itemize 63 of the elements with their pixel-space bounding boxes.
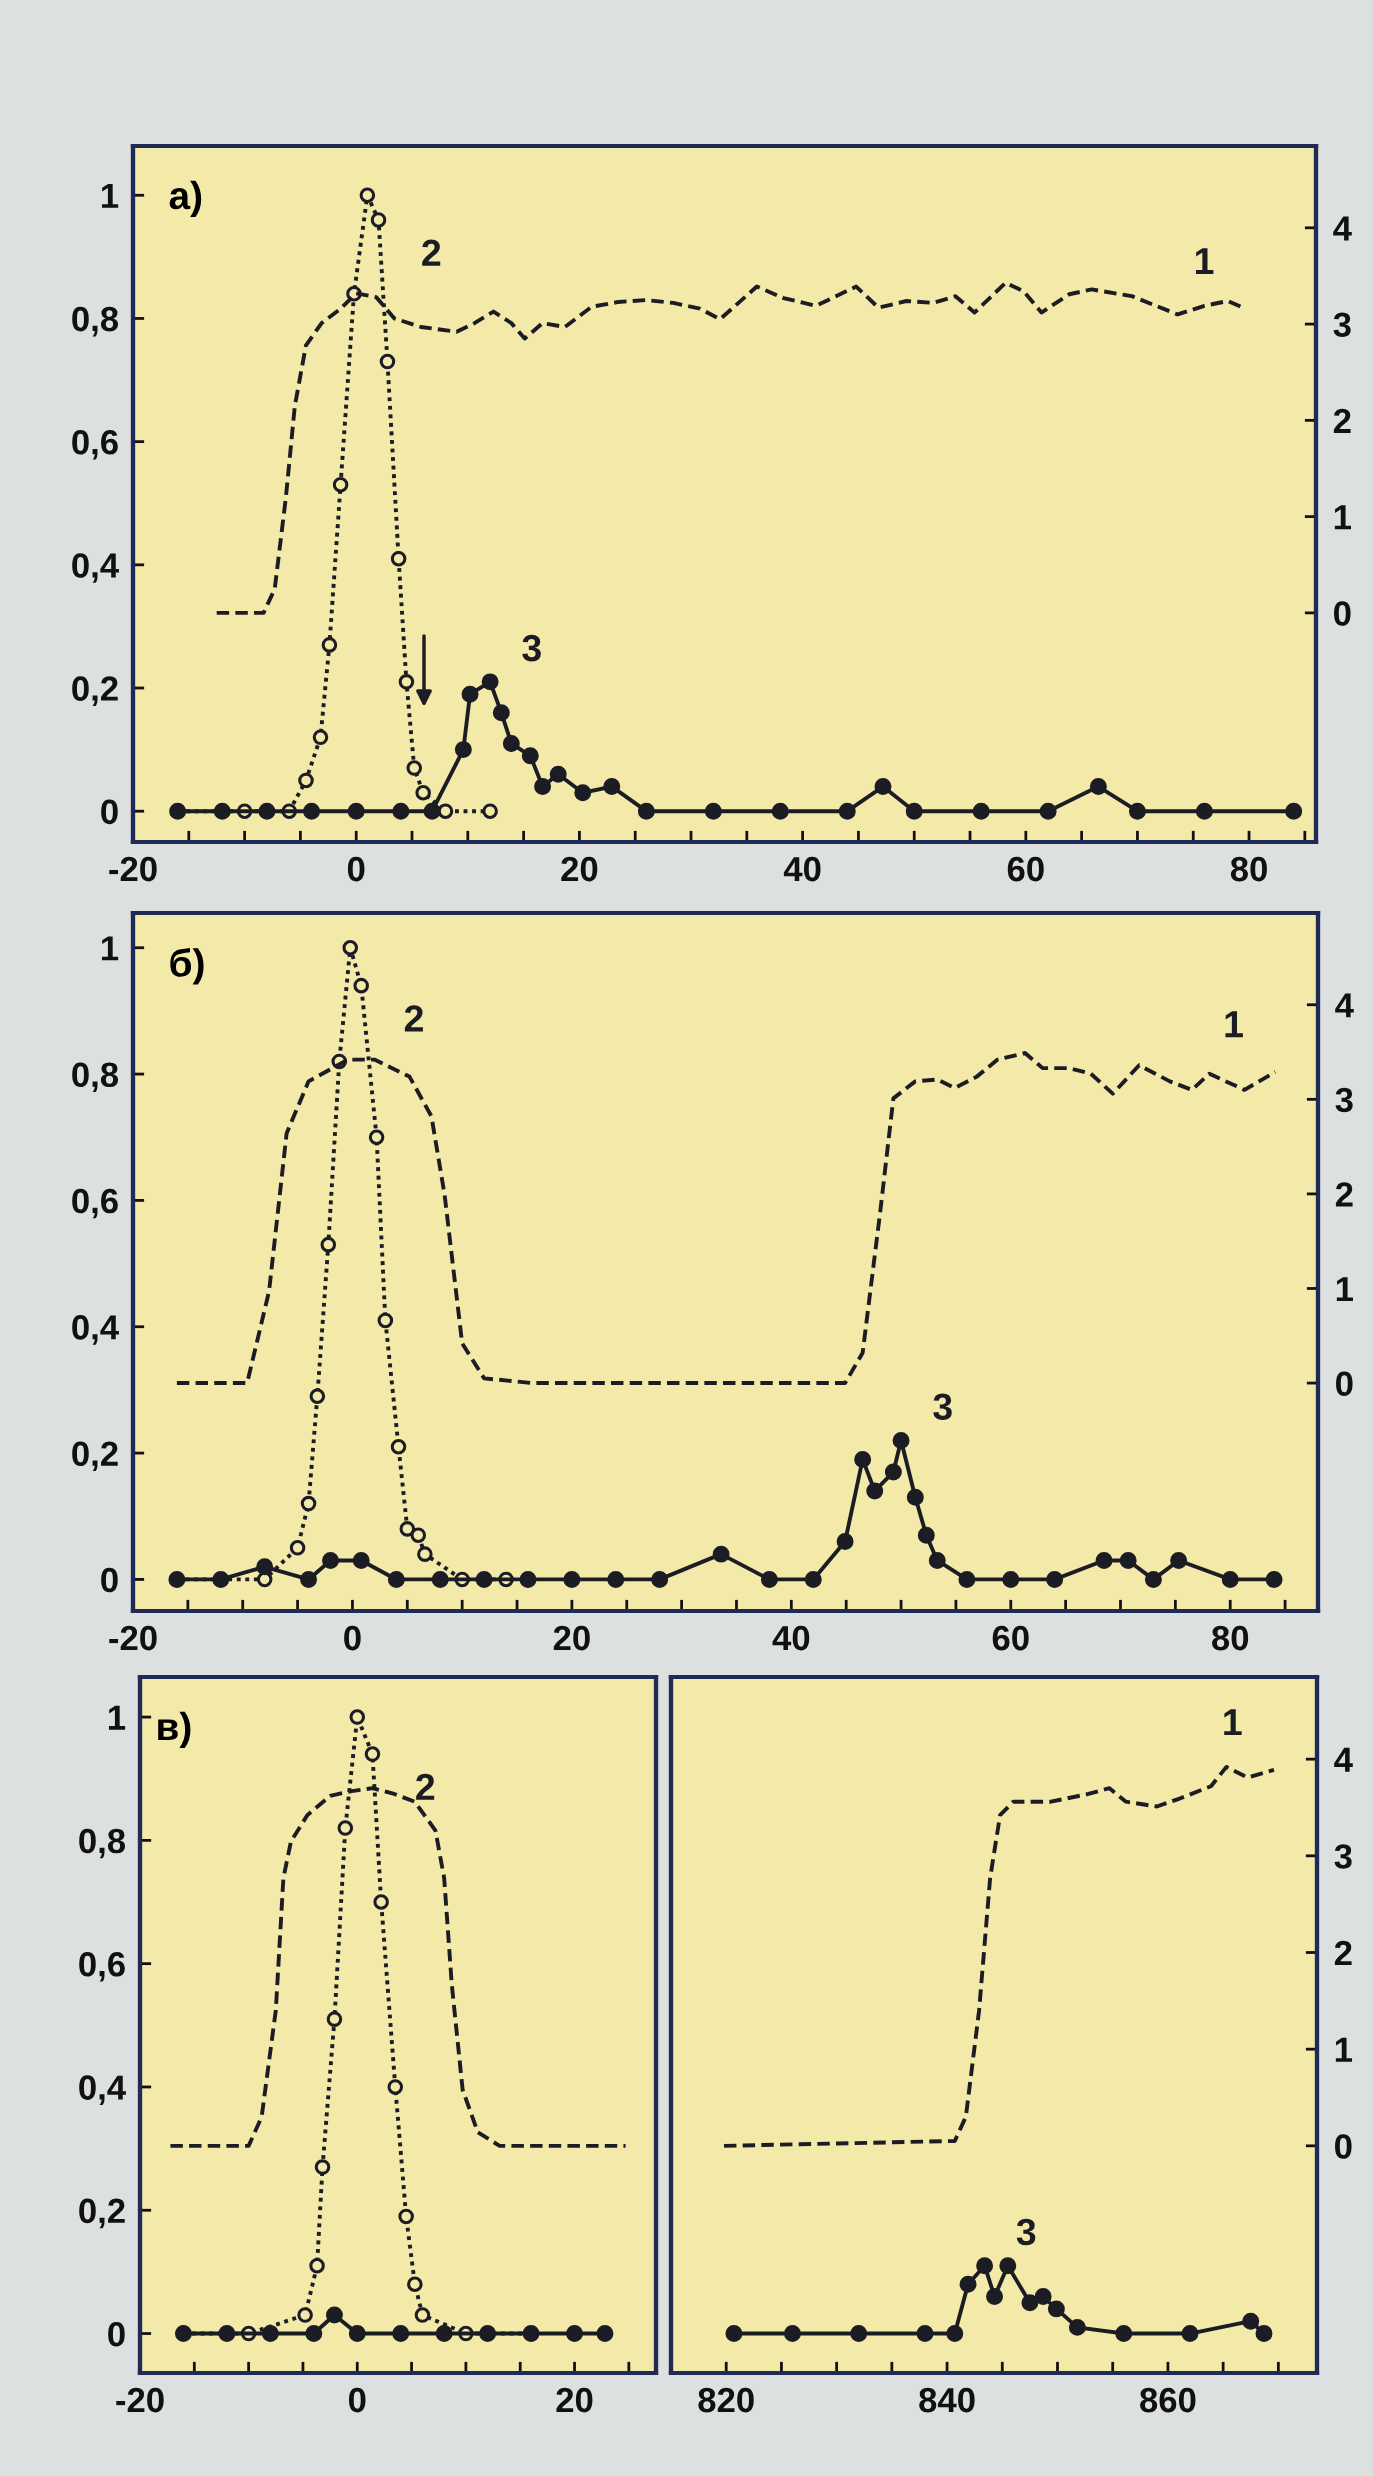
- x-tick-label: 0: [347, 856, 365, 882]
- series-label: 2: [416, 1773, 435, 1800]
- x-tick-label: 0: [344, 1625, 361, 1651]
- text: в): [158, 1711, 191, 1749]
- y-tick-label: 0,2: [79, 2198, 125, 2229]
- x-tick-label: 840: [919, 2387, 975, 2413]
- x-tick-label: 820: [698, 2387, 754, 2413]
- y2-tick-label: 0: [1336, 1371, 1353, 1396]
- y2-tick-label: 4: [1333, 216, 1352, 241]
- x-tick-label: 860: [1140, 2387, 1196, 2413]
- x-tick-label: 20: [556, 2387, 593, 2413]
- y-tick-label: 1: [101, 936, 119, 961]
- y-tick-label: 0,2: [72, 1441, 118, 1472]
- x-tick-label: -20: [109, 856, 157, 882]
- x-tick-label: 80: [1212, 1625, 1249, 1651]
- y2-tick-label: 2: [1334, 1940, 1352, 1966]
- x-tick-label: 60: [1007, 856, 1044, 882]
- y2-tick-label: 0: [1334, 601, 1351, 626]
- y2-tick-label: 2: [1333, 408, 1351, 433]
- series-label: 1: [1224, 1709, 1242, 1736]
- x-tick-label: -20: [109, 1625, 157, 1651]
- x-tick-label: 40: [783, 856, 821, 882]
- y-tick-label: 0,8: [72, 1062, 119, 1093]
- text: а): [169, 180, 202, 218]
- x-tick-label: 80: [1230, 856, 1267, 882]
- series-label: 3: [933, 1393, 952, 1421]
- y2-tick-label: 4: [1334, 1747, 1353, 1772]
- series-label: 2: [404, 1005, 423, 1032]
- y-tick-label: 0,6: [72, 1188, 118, 1219]
- y-tick-label: 1: [108, 1705, 126, 1730]
- series-label: 2: [422, 239, 441, 266]
- y2-tick-label: 1: [1334, 505, 1352, 530]
- x-tick-label: 20: [561, 856, 598, 882]
- x-tick-label: -20: [116, 2387, 164, 2413]
- y2-tick-label: 2: [1335, 1182, 1353, 1207]
- y-tick-label: 0,2: [72, 676, 118, 706]
- series-label: 3: [1016, 2218, 1036, 2246]
- series-label: 1: [1225, 1011, 1243, 1038]
- y-tick-label: 0,6: [72, 429, 118, 460]
- series-label: 1: [1195, 248, 1214, 274]
- y-tick-label: 0,8: [79, 1828, 126, 1859]
- y-tick-label: 0: [101, 799, 118, 825]
- x-tick-label: 0: [348, 2387, 366, 2413]
- y2-tick-label: 3: [1335, 1087, 1353, 1113]
- y-tick-label: 1: [101, 183, 119, 208]
- y-tick-label: 0,8: [72, 306, 119, 337]
- x-tick-label: 60: [992, 1625, 1029, 1651]
- y2-tick-label: 4: [1335, 993, 1354, 1018]
- y-tick-label: 0,4: [79, 2075, 126, 2105]
- y-tick-label: 0,6: [79, 1952, 125, 1982]
- y2-tick-label: 0: [1335, 2134, 1352, 2159]
- x-tick-label: 20: [553, 1625, 590, 1651]
- y-tick-label: 0: [101, 1567, 118, 1593]
- series-label: 3: [522, 634, 541, 662]
- y2-tick-label: 1: [1335, 2037, 1353, 2062]
- y-tick-label: 0,4: [72, 1315, 119, 1345]
- y2-tick-label: 3: [1334, 1844, 1352, 1869]
- x-tick-label: 40: [772, 1625, 810, 1651]
- text: б): [170, 947, 204, 985]
- y2-tick-label: 1: [1336, 1277, 1354, 1302]
- y-tick-label: 0,4: [72, 553, 119, 583]
- y2-tick-label: 3: [1333, 312, 1351, 338]
- y-tick-label: 0: [108, 2321, 125, 2347]
